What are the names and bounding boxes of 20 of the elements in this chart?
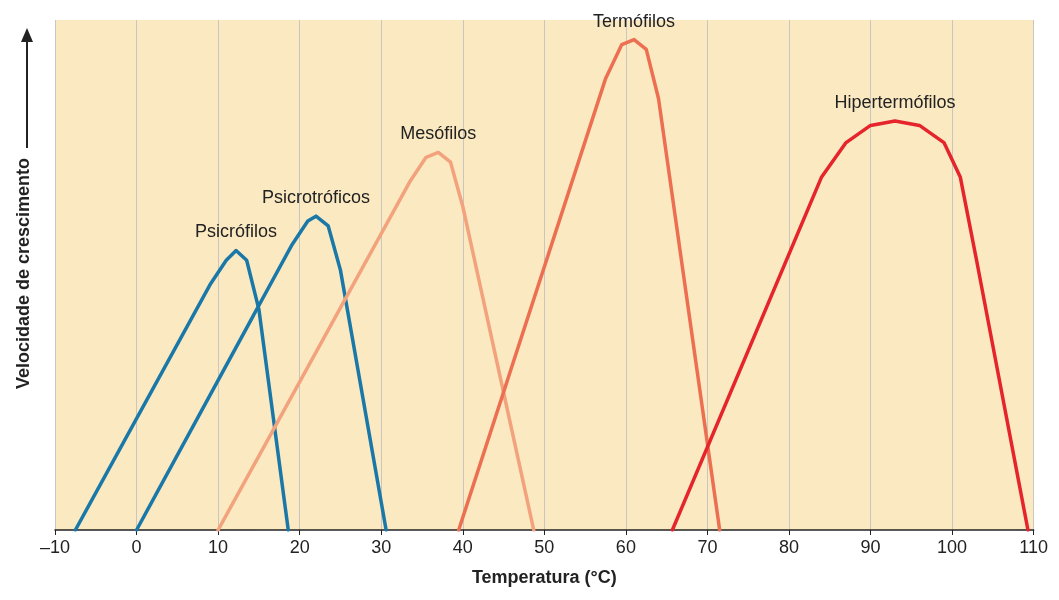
- y-axis-title: Velocidade de crescimento: [13, 157, 33, 390]
- x-tick-label: 80: [778, 537, 799, 557]
- series-label: Mesófilos: [400, 123, 477, 144]
- x-tick-label: 40: [452, 537, 473, 557]
- x-tick-label: 70: [697, 537, 718, 557]
- x-tick-label: 50: [534, 537, 555, 557]
- x-axis-title: Temperatura (°C): [471, 567, 617, 587]
- x-tick-label: 30: [371, 537, 392, 557]
- x-tick-label: 10: [208, 537, 229, 557]
- series-label: Psicrófilos: [195, 221, 278, 242]
- series-label: Hipertermófilos: [834, 92, 956, 113]
- x-tick-label: 90: [860, 537, 881, 557]
- x-tick-label: 20: [289, 537, 310, 557]
- x-tick-label: 0: [131, 537, 142, 557]
- series-label: Psicrotróficos: [261, 187, 370, 208]
- x-tick-label: 110: [1019, 537, 1048, 557]
- x-tick-label: 100: [937, 537, 968, 557]
- x-tick-label: –10: [39, 537, 71, 557]
- x-tick-label: 60: [615, 537, 636, 557]
- series-label: Termófilos: [593, 10, 676, 31]
